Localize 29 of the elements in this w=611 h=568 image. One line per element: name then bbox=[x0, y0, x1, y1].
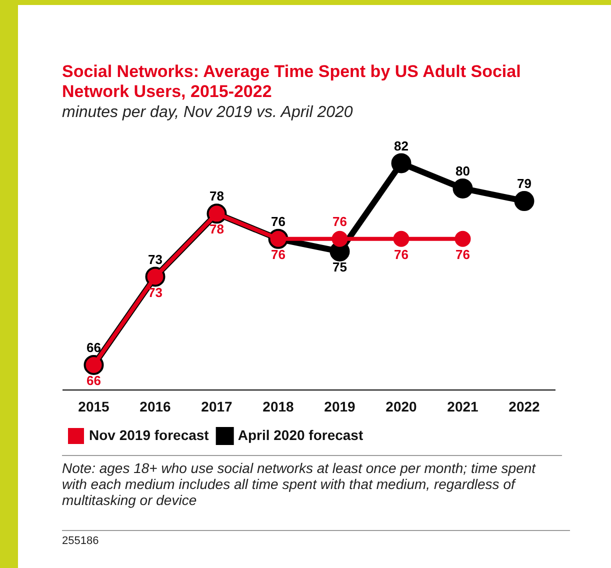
data-label: 66 bbox=[86, 340, 101, 356]
chart-subtitle: minutes per day, Nov 2019 vs. April 2020 bbox=[62, 104, 353, 122]
text: Note: ages 18+ who use social networks at least once per month; time spent with each medium includes all time spent with that medium, regardless of multitasking or device bbox=[62, 455, 562, 508]
data-label: 82 bbox=[394, 138, 408, 154]
chart-title: Social Networks: Average Time Spent by US Adult Social Network Users, 2015-2022 bbox=[62, 62, 522, 102]
data-label: 73 bbox=[148, 252, 162, 267]
legend-label: April 2020 forecast bbox=[238, 426, 364, 443]
data-label: 78 bbox=[210, 188, 224, 204]
data-label: 80 bbox=[456, 164, 470, 179]
x-tick-label: 2020 bbox=[386, 398, 418, 414]
data-label: 76 bbox=[456, 246, 470, 262]
x-tick-label: 2017 bbox=[201, 398, 233, 414]
x-tick-label: 2019 bbox=[324, 398, 356, 414]
data-label: 73 bbox=[148, 284, 162, 300]
data-label: 79 bbox=[517, 176, 532, 192]
x-tick-label: 2018 bbox=[262, 398, 294, 414]
text: 255186 bbox=[62, 530, 570, 547]
data-label: 76 bbox=[332, 214, 347, 229]
data-label: 76 bbox=[271, 246, 286, 262]
x-tick-label: 2022 bbox=[508, 398, 540, 414]
data-label: 76 bbox=[394, 246, 408, 262]
data-label: 75 bbox=[332, 260, 347, 275]
data-label: 66 bbox=[86, 373, 101, 388]
x-tick-label: 2015 bbox=[78, 398, 110, 414]
x-tick-label: 2021 bbox=[447, 398, 479, 414]
data-label: 78 bbox=[210, 222, 224, 237]
x-tick-label: 2016 bbox=[140, 398, 172, 414]
legend-label: Nov 2019 forecast bbox=[89, 426, 210, 443]
data-label: 76 bbox=[271, 214, 286, 229]
